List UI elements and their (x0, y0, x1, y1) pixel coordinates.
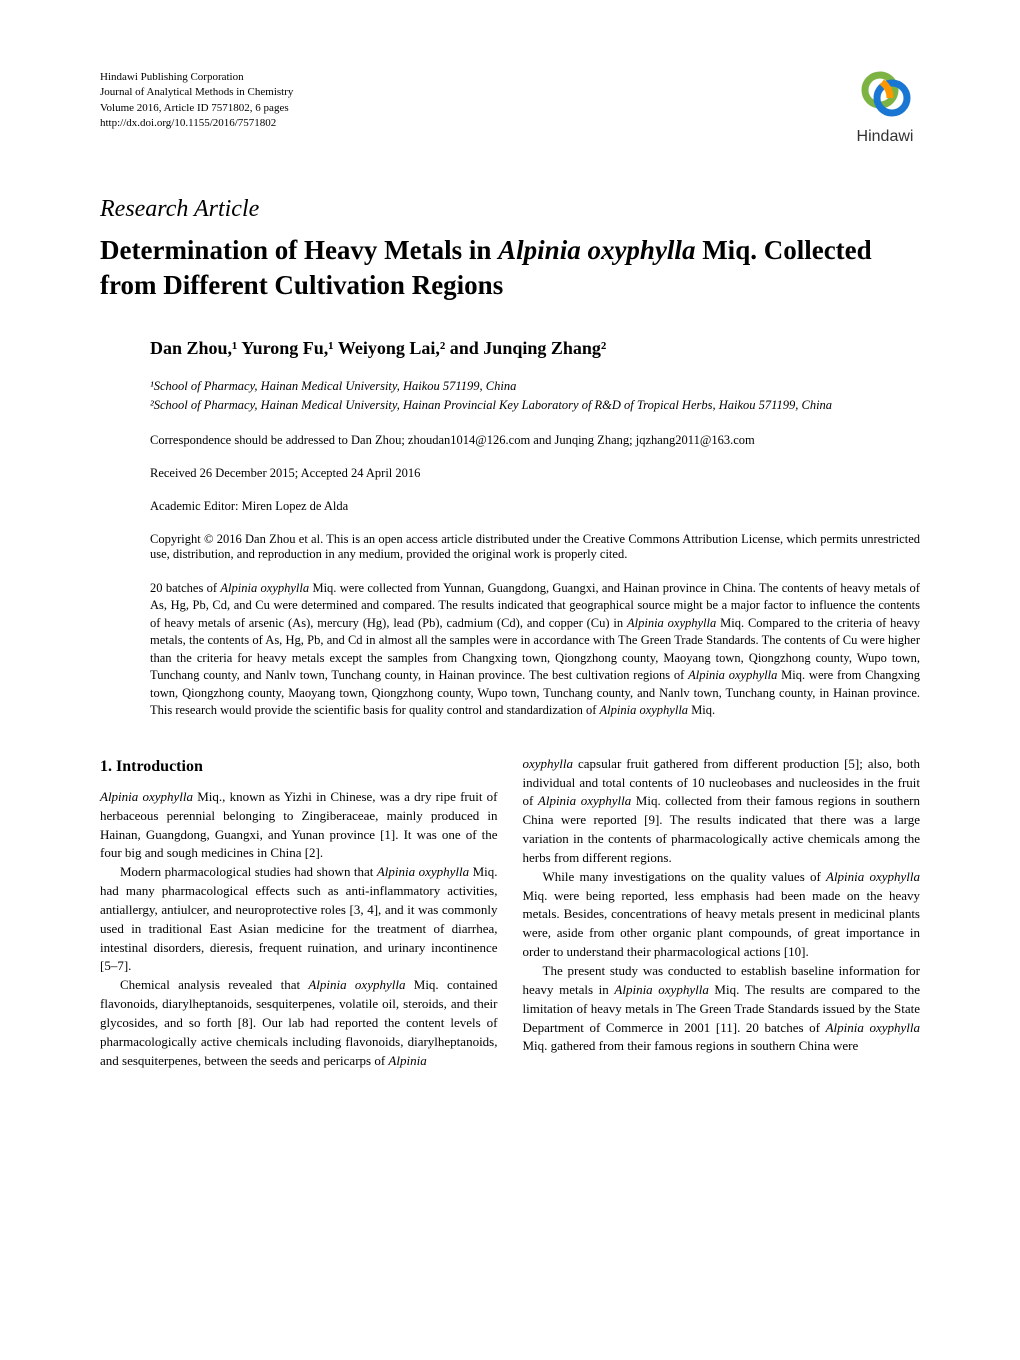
abstract-italic: Alpinia oxyphylla (688, 668, 777, 682)
hindawi-logo: Hindawi (850, 70, 920, 146)
doi-link: http://dx.doi.org/10.1155/2016/7571802 (100, 116, 293, 131)
title-part1: Determination of Heavy Metals in (100, 235, 498, 265)
body-text: Modern pharmacological studies had shown… (120, 864, 377, 879)
abstract-text: Miq. (688, 703, 715, 717)
body-italic: Alpinia oxyphylla (377, 864, 469, 879)
body-text: Chemical analysis revealed that (120, 977, 308, 992)
abstract-italic: Alpinia oxyphylla (220, 581, 309, 595)
title-italic: Alpinia oxyphylla (498, 235, 695, 265)
article-type: Research Article (100, 196, 920, 223)
copyright: Copyright © 2016 Dan Zhou et al. This is… (150, 532, 920, 562)
academic-editor: Academic Editor: Miren Lopez de Alda (150, 499, 920, 514)
body-text: Miq. had many pharmacological effects su… (100, 864, 498, 973)
hindawi-logo-icon (850, 70, 920, 125)
body-italic: Alpinia oxyphylla (826, 1020, 920, 1035)
paragraph: The present study was conducted to estab… (523, 962, 921, 1056)
body-italic: oxyphylla (523, 756, 574, 771)
publisher-name: Hindawi Publishing Corporation (100, 70, 293, 85)
body-italic: Alpinia oxyphylla (614, 982, 708, 997)
paragraph: Chemical analysis revealed that Alpinia … (100, 976, 498, 1070)
abstract-italic: Alpinia oxyphylla (627, 616, 716, 630)
paragraph: oxyphylla capsular fruit gathered from d… (523, 755, 921, 868)
body-text: While many investigations on the quality… (543, 869, 827, 884)
paragraph: While many investigations on the quality… (523, 868, 921, 962)
header-row: Hindawi Publishing Corporation Journal o… (100, 70, 920, 146)
content-columns: 1. Introduction Alpinia oxyphylla Miq., … (100, 755, 920, 1071)
article-title: Determination of Heavy Metals in Alpinia… (100, 233, 920, 303)
affiliations: ¹School of Pharmacy, Hainan Medical Univ… (150, 377, 920, 415)
journal-name: Journal of Analytical Methods in Chemist… (100, 85, 293, 100)
paragraph: Modern pharmacological studies had shown… (100, 863, 498, 976)
body-text: Miq. gathered from their famous regions … (523, 1038, 859, 1053)
authors: Dan Zhou,¹ Yurong Fu,¹ Weiyong Lai,² and… (150, 338, 920, 359)
body-italic: Alpinia oxyphylla (308, 977, 405, 992)
left-column: 1. Introduction Alpinia oxyphylla Miq., … (100, 755, 498, 1071)
dates: Received 26 December 2015; Accepted 24 A… (150, 466, 920, 481)
body-text: Miq. were being reported, less emphasis … (523, 888, 921, 960)
body-italic: Alpinia oxyphylla (100, 789, 193, 804)
body-italic: Alpinia oxyphylla (538, 793, 631, 808)
correspondence: Correspondence should be addressed to Da… (150, 433, 920, 448)
abstract-text: 20 batches of (150, 581, 220, 595)
body-italic: Alpinia oxyphylla (826, 869, 920, 884)
paragraph: Alpinia oxyphylla Miq., known as Yizhi i… (100, 788, 498, 863)
section-heading: 1. Introduction (100, 755, 498, 778)
volume-info: Volume 2016, Article ID 7571802, 6 pages (100, 101, 293, 116)
publisher-info: Hindawi Publishing Corporation Journal o… (100, 70, 293, 132)
abstract: 20 batches of Alpinia oxyphylla Miq. wer… (150, 580, 920, 720)
body-italic: Alpinia (388, 1053, 426, 1068)
affiliation-1: ¹School of Pharmacy, Hainan Medical Univ… (150, 377, 920, 396)
affiliation-2: ²School of Pharmacy, Hainan Medical Univ… (150, 396, 920, 415)
hindawi-logo-text: Hindawi (857, 128, 914, 146)
abstract-italic: Alpinia oxyphylla (600, 703, 689, 717)
right-column: oxyphylla capsular fruit gathered from d… (523, 755, 921, 1071)
